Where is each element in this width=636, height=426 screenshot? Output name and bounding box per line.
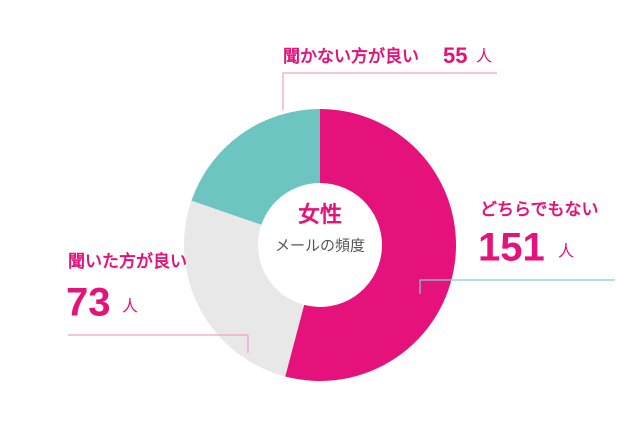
unit-label: 人 (122, 297, 138, 316)
chart-title: 女性 (298, 202, 342, 228)
leader-line (419, 279, 615, 294)
donut-slice (183, 200, 305, 377)
value-label: 73 (66, 281, 111, 325)
leader-line (282, 72, 497, 110)
chart-subtitle: メールの頻度 (275, 237, 365, 255)
category-label: 聞かない方が良い (283, 46, 419, 67)
unit-label: 人 (476, 47, 492, 66)
category-label: 聞いた方が良い (68, 251, 187, 272)
value-label: 55 (443, 43, 467, 68)
donut-slice (285, 109, 456, 381)
value-label: 151 (478, 226, 545, 270)
leader-line (68, 334, 249, 353)
donut-slice (191, 108, 320, 225)
category-label: どちらでもない (480, 200, 599, 220)
unit-label: 人 (558, 242, 574, 261)
